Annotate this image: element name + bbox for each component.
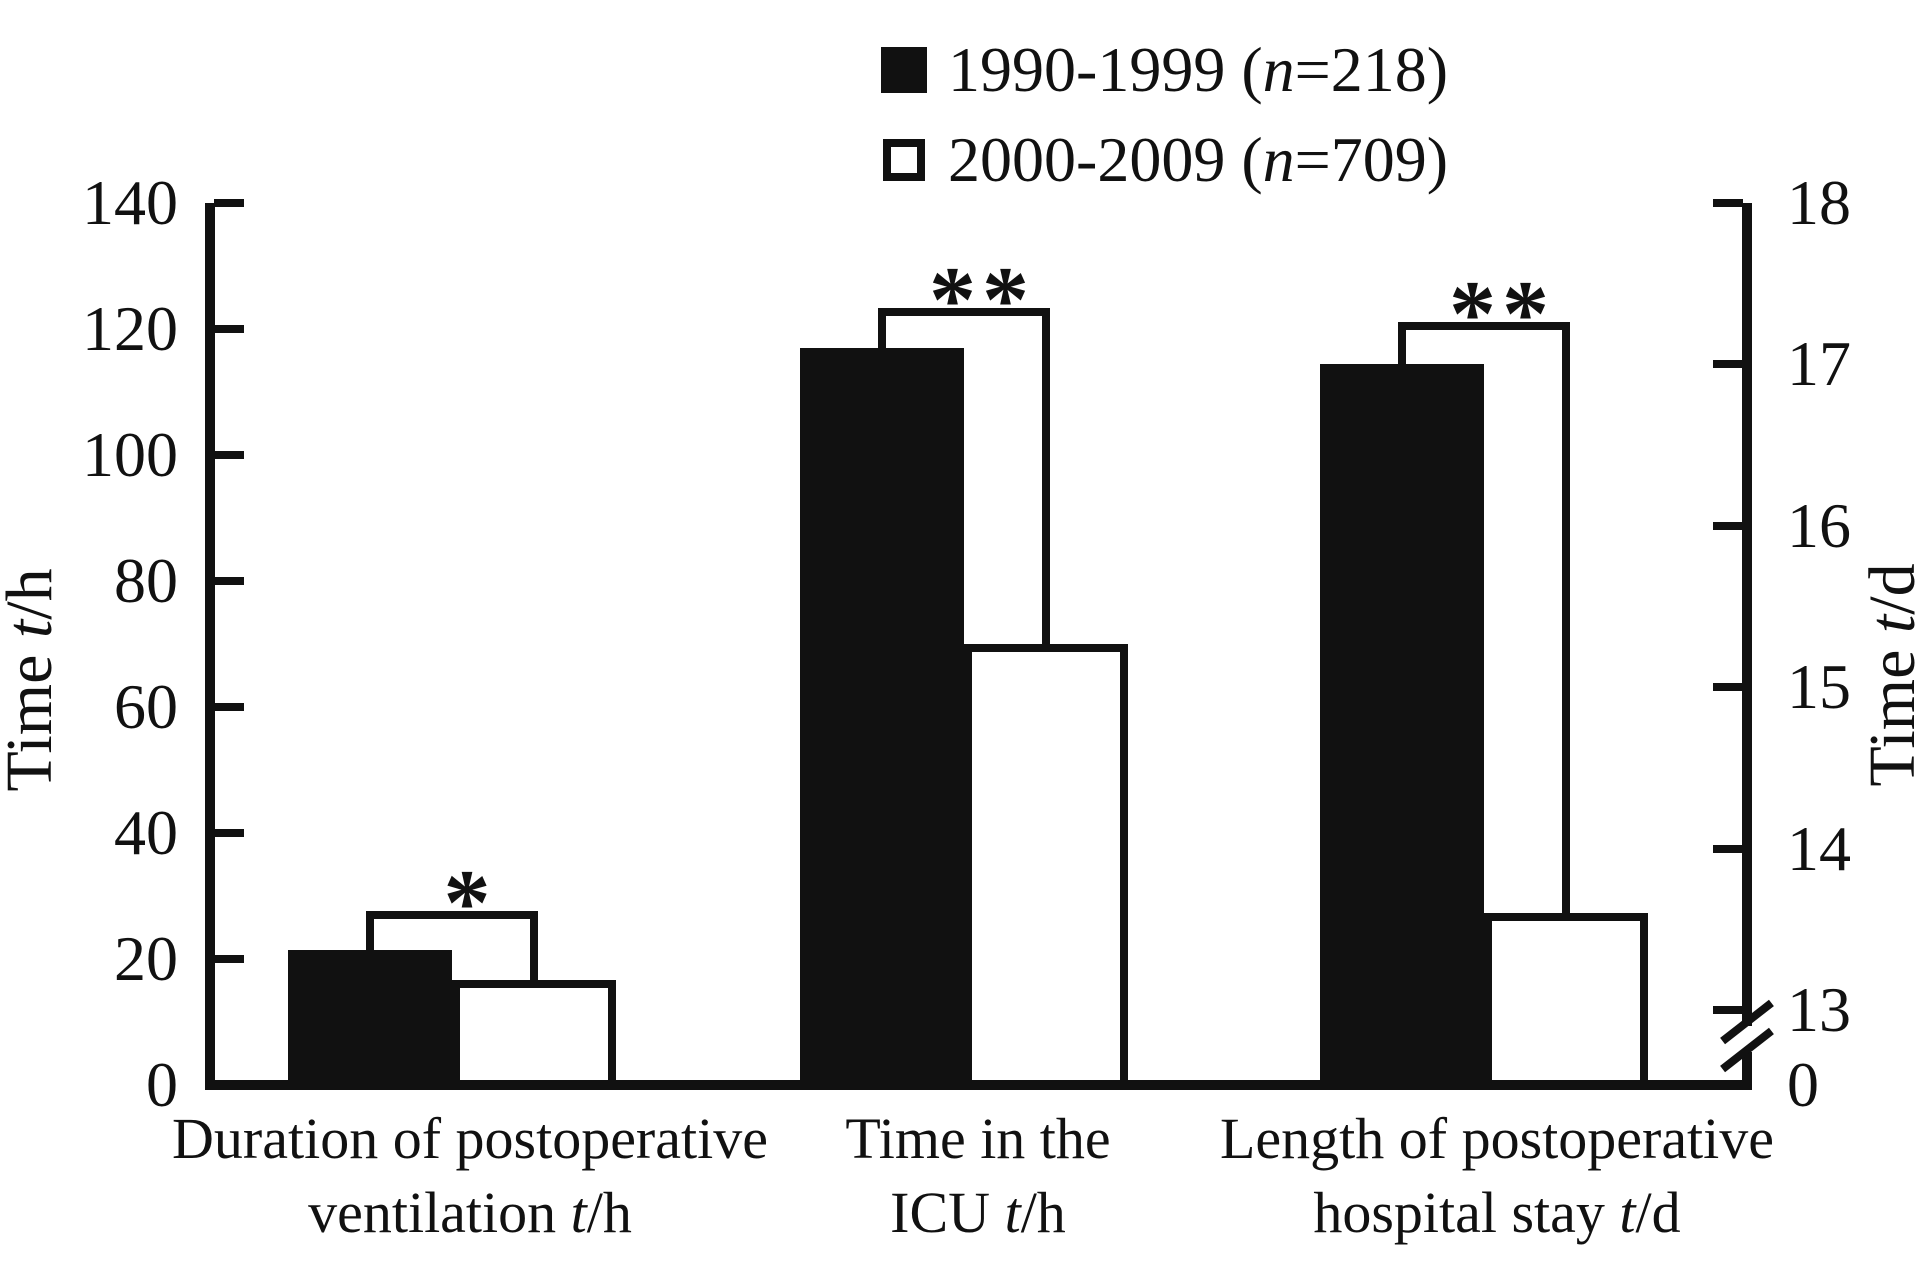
legend-swatch-column xyxy=(878,47,930,93)
right-axis-tick xyxy=(1713,522,1743,530)
right-axis-tick xyxy=(1713,1006,1743,1014)
left-y-axis-line xyxy=(205,203,215,1090)
right-y-axis-line-lower xyxy=(1742,1052,1752,1090)
significance-stars: * xyxy=(443,851,497,955)
bar-1990-1999 xyxy=(288,950,452,1088)
right-axis-tick xyxy=(1713,845,1743,853)
legend-item: 1990-1999 (n=218) xyxy=(878,30,1448,110)
italic-variable: n xyxy=(1262,124,1295,195)
x-axis-line xyxy=(205,1080,1752,1090)
text-segment: ventilation xyxy=(308,1180,571,1245)
italic-variable: n xyxy=(1262,34,1295,105)
open-square-swatch xyxy=(883,139,925,181)
right-axis-tick xyxy=(1713,199,1743,207)
significance-stars: ** xyxy=(929,248,1035,352)
bar-2000-2009 xyxy=(452,980,616,1088)
right-axis-title: Time t/d xyxy=(1856,375,1923,975)
text-segment: Length of postoperative xyxy=(1219,1106,1775,1171)
right-y-axis-line-upper xyxy=(1742,203,1752,1026)
text-segment: 2000-2009 ( xyxy=(948,124,1263,195)
italic-variable: t xyxy=(570,1180,587,1245)
text-segment: =709) xyxy=(1294,124,1449,195)
significance-bracket-right-leg xyxy=(530,915,538,980)
right-axis-tick-label: 0 xyxy=(1787,1049,1819,1120)
legend-swatch-column xyxy=(878,139,930,181)
category-label-line: Time in the xyxy=(578,1102,1378,1176)
significance-bracket-horizontal xyxy=(1398,322,1570,330)
category-label: Length of postoperative hospital stay t/d xyxy=(1097,1102,1897,1250)
legend-label: 1990-1999 (n=218) xyxy=(948,30,1448,110)
left-axis-tick-label: 60 xyxy=(114,671,178,742)
right-axis-tick-label: 14 xyxy=(1787,813,1851,884)
category-label-line: Length of postoperative xyxy=(1097,1102,1897,1176)
left-axis-tick xyxy=(214,703,244,711)
left-axis-tick-label: 80 xyxy=(114,545,178,616)
text-segment: Time xyxy=(1856,633,1923,787)
significance-bracket-horizontal xyxy=(366,911,538,919)
right-axis-tick-label: 18 xyxy=(1787,167,1851,238)
significance-bracket-right-leg xyxy=(1562,326,1570,913)
right-axis-tick xyxy=(1713,360,1743,368)
text-segment: /d xyxy=(1635,1180,1681,1245)
chart-legend: 1990-1999 (n=218) 2000-2009 (n=709) xyxy=(878,30,1448,210)
significance-stars: ** xyxy=(1449,262,1555,366)
bar-2000-2009 xyxy=(1484,913,1648,1088)
left-axis-tick xyxy=(214,199,244,207)
legend-label: 2000-2009 (n=709) xyxy=(948,120,1448,200)
left-axis-tick-label: 0 xyxy=(146,1049,178,1120)
significance-bracket-left-leg xyxy=(878,312,886,348)
filled-square-swatch xyxy=(881,47,927,93)
italic-variable: t xyxy=(1856,614,1923,634)
bar-1990-1999 xyxy=(1320,364,1484,1088)
bar-2000-2009 xyxy=(964,644,1128,1088)
text-segment: =218) xyxy=(1294,34,1449,105)
left-axis-tick-label: 20 xyxy=(114,923,178,994)
bar-1990-1999 xyxy=(800,348,964,1088)
text-segment: 1990-1999 ( xyxy=(948,34,1263,105)
text-segment: Time xyxy=(0,638,66,792)
significance-bracket-right-leg xyxy=(1042,312,1050,644)
text-segment: /d xyxy=(1856,563,1923,615)
right-axis-tick-label: 16 xyxy=(1787,490,1851,561)
right-axis-tick-label: 15 xyxy=(1787,651,1851,722)
left-axis-tick-label: 120 xyxy=(82,293,178,364)
italic-variable: t xyxy=(0,619,66,639)
category-label-line: Duration of postoperative xyxy=(70,1102,870,1176)
text-segment: /h xyxy=(1020,1180,1066,1245)
left-axis-tick-label: 100 xyxy=(82,419,178,490)
italic-variable: t xyxy=(1619,1180,1636,1245)
left-axis-title: Time t/h xyxy=(0,380,66,980)
category-label-line: hospital stay t/d xyxy=(1097,1176,1897,1250)
text-segment: /h xyxy=(586,1180,632,1245)
right-axis-tick-label: 13 xyxy=(1787,974,1851,1045)
left-axis-tick xyxy=(214,955,244,963)
left-axis-tick xyxy=(214,829,244,837)
significance-bracket-horizontal xyxy=(878,308,1050,316)
right-axis-tick-label: 17 xyxy=(1787,328,1851,399)
category-label-line: ICU t/h xyxy=(578,1176,1378,1250)
legend-item: 2000-2009 (n=709) xyxy=(878,120,1448,200)
category-label: Duration of postoperative ventilation t/h xyxy=(70,1102,870,1250)
text-segment: hospital stay xyxy=(1313,1180,1620,1245)
right-axis-tick xyxy=(1713,683,1743,691)
left-axis-tick-label: 140 xyxy=(82,167,178,238)
significance-bracket-left-leg xyxy=(1398,326,1406,364)
italic-variable: t xyxy=(1004,1180,1021,1245)
text-segment: Time in the xyxy=(845,1106,1111,1171)
text-segment: /h xyxy=(0,568,66,620)
left-axis-tick xyxy=(214,325,244,333)
significance-bracket-left-leg xyxy=(366,915,374,950)
left-axis-tick xyxy=(214,451,244,459)
left-axis-tick-label: 40 xyxy=(114,797,178,868)
category-label: Time in the ICU t/h xyxy=(578,1102,1378,1250)
left-axis-tick xyxy=(214,577,244,585)
text-segment: Duration of postoperative xyxy=(172,1106,768,1171)
text-segment: ICU xyxy=(890,1180,1005,1245)
category-label-line: ventilation t/h xyxy=(70,1176,870,1250)
